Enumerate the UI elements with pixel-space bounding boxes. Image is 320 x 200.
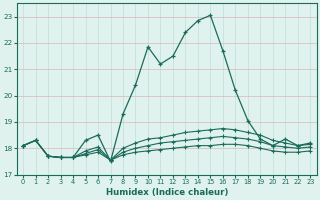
X-axis label: Humidex (Indice chaleur): Humidex (Indice chaleur) bbox=[106, 188, 228, 197]
